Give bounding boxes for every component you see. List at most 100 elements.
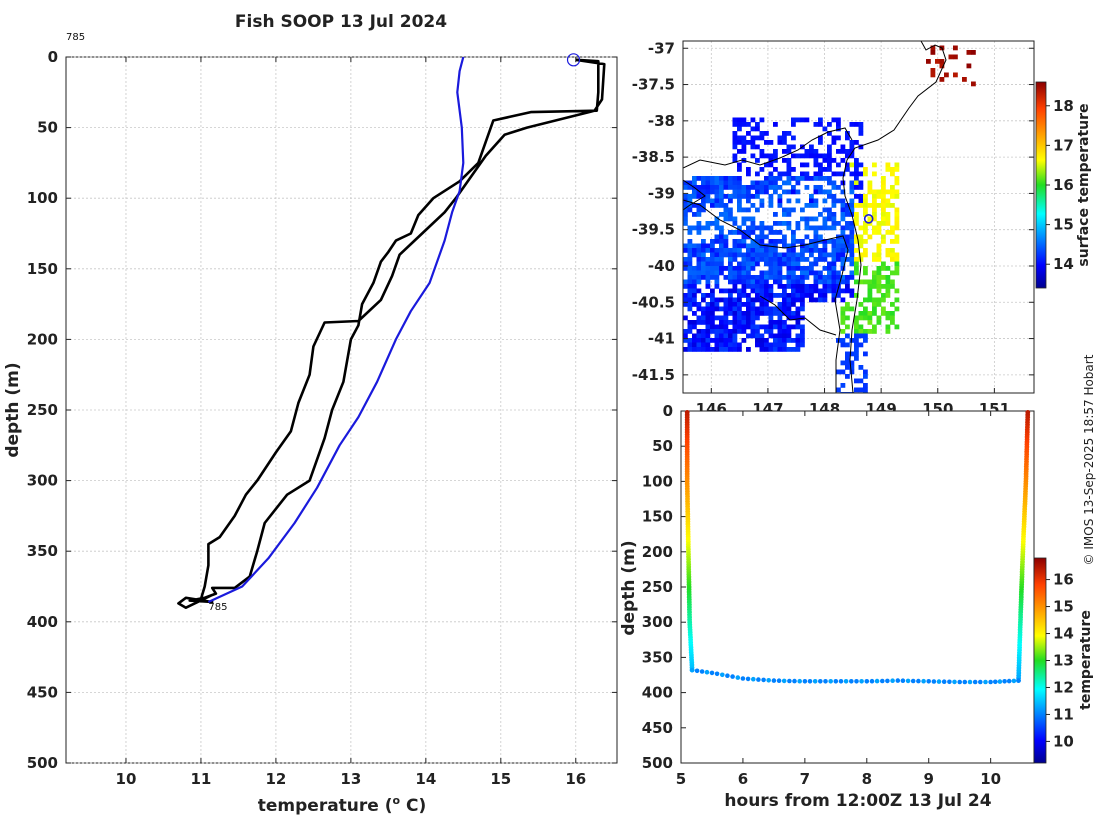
sst-cell <box>863 270 868 276</box>
sst-cell <box>813 162 819 168</box>
sst-cell <box>831 279 837 285</box>
sst-cell <box>728 194 733 199</box>
sst-cell <box>791 122 796 127</box>
sst-cell <box>737 198 742 204</box>
sst-cell <box>827 288 832 294</box>
sst-cell <box>750 279 756 285</box>
sst-cell <box>930 45 936 51</box>
sst-cell <box>881 203 886 208</box>
sst-cell <box>782 333 787 339</box>
sst-cell <box>768 324 774 330</box>
sst-cell <box>827 149 832 154</box>
sst-cell <box>813 230 819 235</box>
sst-cell <box>863 239 868 244</box>
sst-cell <box>858 315 864 321</box>
sst-cell <box>876 315 882 321</box>
sst-cell <box>705 221 711 226</box>
sst-cell <box>723 342 729 348</box>
sst-cell <box>849 140 855 145</box>
sst-cell <box>822 252 828 258</box>
sst-cell <box>854 279 859 285</box>
sst-cell <box>773 275 778 280</box>
sst-cell <box>750 216 756 222</box>
sst-cell <box>759 306 765 312</box>
sst-cell <box>764 234 769 240</box>
sst-cell <box>795 338 801 343</box>
sst-cell <box>701 342 706 348</box>
sst-cell <box>872 216 877 222</box>
sst-cell <box>759 185 765 190</box>
sst-cell <box>701 266 706 271</box>
sst-cell <box>890 284 895 289</box>
sst-cell <box>800 270 805 276</box>
sst-cell <box>845 315 850 321</box>
sst-cell <box>705 266 711 271</box>
sst-cell <box>755 158 760 163</box>
sst-cell <box>746 270 751 276</box>
sst-cell <box>791 324 796 330</box>
sst-cell <box>723 288 729 294</box>
sst-cell <box>701 275 706 280</box>
sst-cell <box>876 275 882 280</box>
sst-cell <box>840 311 846 316</box>
sst-cell <box>696 306 702 312</box>
sst-cell <box>728 270 733 276</box>
section-point <box>869 678 875 684</box>
sst-cell <box>863 167 868 172</box>
sst-cell <box>845 153 850 159</box>
sst-cell <box>696 261 702 267</box>
sst-cell <box>737 194 742 199</box>
sst-cell <box>728 230 733 235</box>
sst-cell <box>764 252 769 258</box>
sst-cell <box>881 297 886 303</box>
y-tick-label: 450 <box>27 683 58 701</box>
sst-cell <box>782 140 787 145</box>
sst-cell <box>894 261 900 267</box>
sst-cell <box>809 266 814 271</box>
sst-cell <box>764 324 769 330</box>
sst-cell <box>800 216 805 222</box>
sst-cell <box>863 203 868 208</box>
sst-cell <box>773 279 778 285</box>
sst-cell <box>723 194 729 199</box>
sst-cell <box>687 306 693 312</box>
sst-cell <box>732 176 738 181</box>
sst-cell <box>786 284 792 289</box>
sst-cell <box>773 333 778 339</box>
sst-cell <box>737 288 742 294</box>
sst-cell <box>831 198 837 204</box>
sst-cell <box>858 162 864 168</box>
sst-cell <box>737 176 742 181</box>
x-tick-label: 13 <box>340 770 361 788</box>
sst-cell <box>858 225 864 231</box>
y-tick-label: 500 <box>642 754 673 772</box>
sst-cell <box>737 248 742 253</box>
sst-cell <box>746 279 751 285</box>
sst-cell <box>831 248 837 253</box>
sst-cell <box>894 162 900 168</box>
sst-cell <box>741 279 747 285</box>
sst-cell <box>750 320 756 325</box>
sst-cell <box>818 162 823 168</box>
sst-cell <box>696 176 702 181</box>
sst-cell <box>849 230 855 235</box>
sst-cell <box>786 257 792 262</box>
sst-cell <box>696 221 702 226</box>
sst-cell <box>818 153 823 159</box>
sst-cell <box>791 153 796 159</box>
chart-title: Fish SOOP 13 Jul 2024 <box>235 12 447 32</box>
sst-cell <box>894 207 900 213</box>
colorbar-tick-label: 16 <box>1053 176 1074 194</box>
sst-cell <box>746 324 751 330</box>
sst-cell <box>737 162 742 168</box>
sst-cell <box>813 234 819 240</box>
sst-cell <box>755 324 760 330</box>
sst-cell <box>858 203 864 208</box>
sst-cell <box>692 324 697 330</box>
sst-cell <box>822 248 828 253</box>
sst-cell <box>863 230 868 235</box>
sst-cell <box>804 275 810 280</box>
sst-cell <box>831 270 837 276</box>
sst-cell <box>728 176 733 181</box>
